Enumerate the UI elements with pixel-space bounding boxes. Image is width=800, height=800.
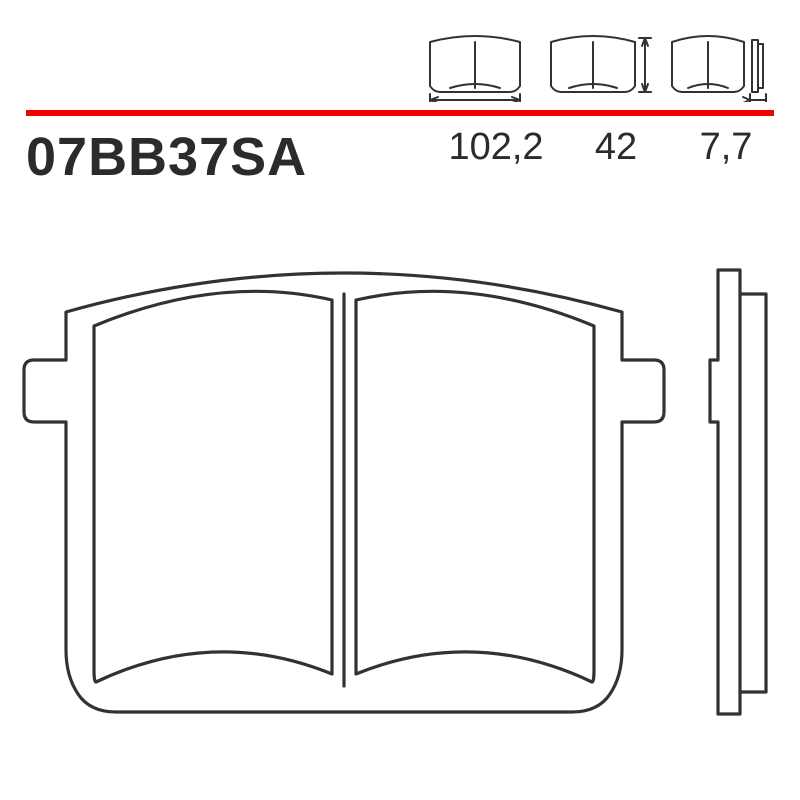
- dimension-width: 102,2: [426, 126, 566, 169]
- technical-drawing-svg: [14, 230, 786, 760]
- part-number: 07BB37SA: [26, 126, 307, 188]
- accent-divider: [26, 110, 774, 116]
- dimension-legend-icons: [410, 22, 770, 102]
- technical-drawing: [14, 230, 786, 760]
- page-container: 07BB37SA 102,2 42 7,7: [0, 0, 800, 800]
- spec-row: 07BB37SA 102,2 42 7,7: [26, 126, 774, 188]
- dimension-height: 42: [576, 126, 656, 169]
- dimension-legend-svg: [410, 22, 770, 102]
- dimension-thickness: 7,7: [686, 126, 766, 169]
